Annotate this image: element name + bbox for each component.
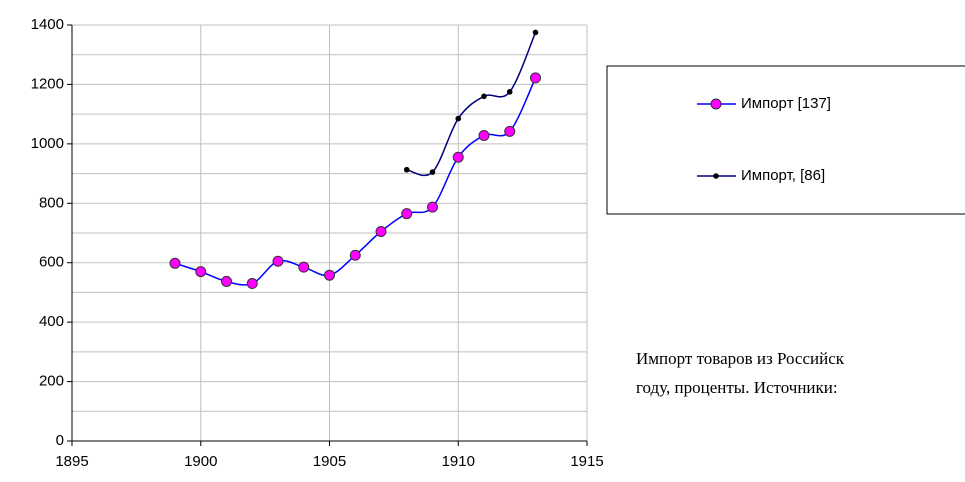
legend-label: Импорт [137] xyxy=(741,95,831,112)
marker xyxy=(349,249,361,261)
marker xyxy=(375,226,387,238)
marker xyxy=(427,201,438,213)
marker xyxy=(481,93,487,100)
y-tick-label: 1200 xyxy=(31,75,64,92)
marker xyxy=(401,208,413,220)
y-tick-label: 600 xyxy=(39,254,64,271)
marker xyxy=(530,72,541,84)
marker xyxy=(455,115,462,122)
marker xyxy=(246,278,258,290)
legend-label: Импорт, [86] xyxy=(741,167,825,184)
marker xyxy=(478,130,490,142)
marker xyxy=(195,266,207,278)
y-tick-label: 1400 xyxy=(31,16,64,33)
marker xyxy=(403,166,410,173)
marker xyxy=(272,255,284,267)
y-tick-label: 400 xyxy=(39,313,64,330)
marker xyxy=(324,269,335,281)
legend-marker xyxy=(710,98,722,110)
x-tick-label: 1910 xyxy=(442,453,475,470)
legend-box xyxy=(606,65,965,215)
annotation: Импорт товаров из Российск xyxy=(636,349,845,368)
x-tick-label: 1905 xyxy=(313,453,346,470)
marker xyxy=(506,89,513,95)
marker xyxy=(298,261,310,273)
y-tick-label: 200 xyxy=(39,373,64,390)
marker xyxy=(221,275,232,287)
legend-marker xyxy=(713,173,719,179)
y-tick-label: 1000 xyxy=(31,135,64,152)
y-tick-label: 800 xyxy=(39,194,64,211)
y-tick-label: 0 xyxy=(56,432,64,449)
marker xyxy=(452,151,464,163)
series-line xyxy=(406,32,537,177)
marker xyxy=(429,169,436,175)
x-tick-label: 1900 xyxy=(184,453,217,470)
annotation: году, проценты. Источники: xyxy=(636,378,838,397)
x-tick-label: 1895 xyxy=(55,453,88,470)
x-tick-label: 1915 xyxy=(570,453,603,470)
marker xyxy=(504,125,516,137)
marker xyxy=(532,29,539,36)
marker xyxy=(169,257,181,269)
